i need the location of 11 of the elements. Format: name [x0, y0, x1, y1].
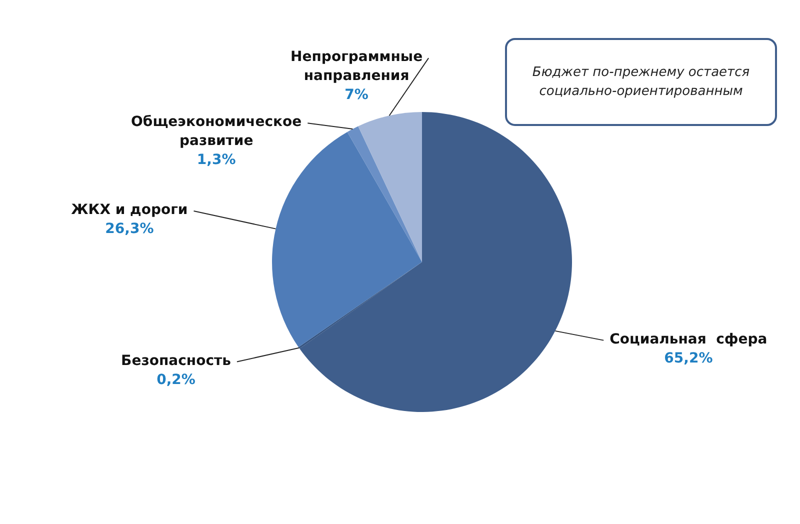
slice-label: Общеэкономическое развитие	[131, 114, 302, 150]
slice-label: Социальная сфера	[610, 331, 768, 348]
data-label: 7%	[344, 87, 368, 104]
slice-label: ЖКХ и дороги	[71, 202, 188, 218]
slice-label: Безопасность	[121, 352, 232, 369]
data-label: 65,2%	[664, 350, 713, 366]
data-label: 1,3%	[196, 152, 236, 168]
data-label: 26,3%	[105, 221, 154, 238]
slice-label: Непрограммные направления	[290, 49, 423, 84]
data-label: 0,2%	[156, 372, 196, 388]
text: Бюджет по-прежнему остается социально-ориентированным	[505, 38, 777, 126]
